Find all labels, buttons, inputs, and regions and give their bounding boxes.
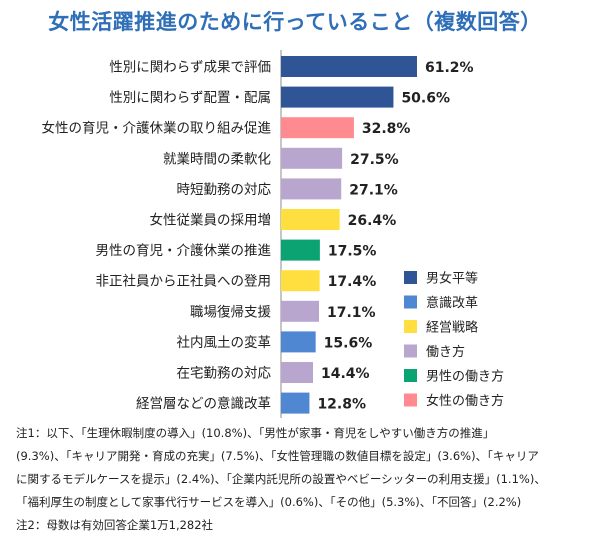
category-label: 社内風土の変革 [177, 334, 272, 351]
footnote-line: に関するモデルケースを提示」(2.4%)、「企業内託児所の設置やベビーシッターの… [16, 472, 546, 486]
category-label: 女性従業員の採用増 [150, 212, 272, 229]
category-label: 就業時間の柔軟化 [163, 151, 271, 167]
category-label: 経営層などの意識改革 [136, 395, 271, 412]
footnote-line: 注2：母数は有効回答企業1万1,282社 [16, 518, 214, 532]
bars-group: 性別に関わらず成果で評価 61.2% 性別に関わらず配置・配属 50.6% 女性の育児・… [42, 56, 474, 414]
bar [281, 178, 342, 200]
legend-swatch [404, 344, 417, 358]
legend-swatch [404, 320, 417, 333]
footnote-line: 「福利厚生の制度として家事代行サービスを導入」(0.6%)、「その他」(5.3%… [16, 495, 522, 509]
bar [281, 270, 320, 292]
legend-label: 働き方 [426, 344, 465, 360]
bar [281, 117, 354, 139]
legend-swatch [404, 295, 417, 309]
legend-swatch [404, 369, 417, 382]
data-label: 26.4% [348, 213, 397, 229]
data-label: 17.5% [328, 244, 377, 260]
legend-swatch [404, 271, 417, 284]
data-label: 17.1% [327, 305, 376, 321]
category-label: 性別に関わらず配置・配属 [109, 90, 271, 106]
data-label: 17.4% [328, 274, 377, 290]
data-label: 15.6% [324, 335, 373, 351]
chart-title: 女性活躍推進のために行っていること（複数回答） [48, 10, 542, 34]
category-label: 時短勤務の対応 [177, 182, 272, 198]
category-label: 在宅勤務の対応 [177, 366, 272, 382]
footnote-line: 注1：以下、「生理休暇制度の導入」(10.8%)、「男性が家事・育児をしやすい働… [16, 426, 495, 440]
category-label: 非正社員から正社員への登用 [96, 274, 272, 290]
legend-swatch [404, 393, 417, 407]
bar-chart: 性別に関わらず成果で評価 61.2% 性別に関わらず配置・配属 50.6% 女性の育児・… [42, 50, 504, 418]
data-label: 27.1% [349, 182, 398, 198]
legend-label: 男女平等 [426, 271, 478, 287]
bar [281, 147, 343, 169]
legend-label: 女性の働き方 [426, 393, 504, 409]
footnotes: 注1：以下、「生理休暇制度の導入」(10.8%)、「男性が家事・育児をしやすい働… [16, 422, 582, 537]
footnote-line: (9.3%)、「キャリア開発・育成の充実」(7.5%)、「女性管理職の数値目標を… [16, 449, 539, 463]
category-label: 男性の育児・介護休業の推進 [96, 243, 272, 259]
bar [281, 209, 340, 230]
data-label: 50.6% [401, 91, 450, 107]
bar [281, 392, 310, 414]
bar [281, 331, 316, 353]
category-label: 性別に関わらず成果で評価 [109, 60, 271, 76]
data-label: 32.8% [362, 121, 411, 137]
data-label: 14.4% [321, 366, 370, 382]
bar [281, 86, 394, 108]
legend-label: 意識改革 [426, 295, 478, 311]
legend-label: 男性の働き方 [426, 369, 504, 385]
data-label: 12.8% [317, 397, 366, 413]
bar [281, 56, 417, 77]
data-label: 61.2% [425, 60, 474, 76]
data-label: 27.5% [350, 152, 399, 168]
bar [281, 362, 313, 383]
bar [281, 239, 320, 261]
category-label: 女性の育児・介護休業の取り組み促進 [42, 120, 272, 137]
bar [281, 300, 319, 322]
category-label: 職場復帰支援 [190, 303, 271, 320]
legend-label: 経営戦略 [426, 320, 478, 336]
